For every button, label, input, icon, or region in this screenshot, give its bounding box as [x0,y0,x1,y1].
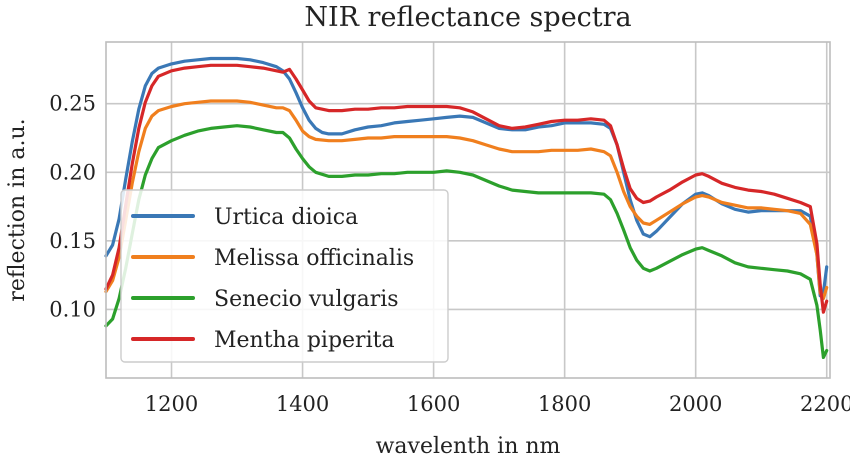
y-tick-label: 0.15 [49,229,96,253]
legend: Urtica dioica Melissa officinalis Senecio … [120,189,449,363]
x-tick-label: 2000 [669,392,722,416]
series-line [104,99,829,301]
x-tick-labels: 1200 1400 1600 1800 2000 2200 [145,392,850,416]
chart-title: NIR reflectance spectra [304,2,631,33]
y-axis-label: reflection in a.u. [5,118,30,301]
x-axis-label: wavelenth in nm [376,434,561,459]
y-tick-label: 0.25 [49,92,96,116]
legend-label: Mentha piperita [214,328,395,353]
legend-label: Senecio vulgaris [214,287,399,312]
series-line [104,124,829,359]
y-tick-labels: 0.10 0.15 0.20 0.25 [49,92,96,322]
series-lines [104,56,829,359]
plot-frame [105,41,831,379]
y-tick-label: 0.10 [49,297,96,321]
x-tick-label: 1400 [276,392,329,416]
legend-label: Melissa officinalis [214,246,414,271]
x-tick-label: 2200 [800,392,850,416]
series-line [104,63,829,314]
legend-box [120,189,449,363]
y-tick-label: 0.20 [49,160,96,184]
x-tick-label: 1600 [407,392,460,416]
legend-label: Urtica dioica [214,205,358,230]
x-tick-label: 1200 [145,392,198,416]
x-tick-label: 1800 [538,392,591,416]
